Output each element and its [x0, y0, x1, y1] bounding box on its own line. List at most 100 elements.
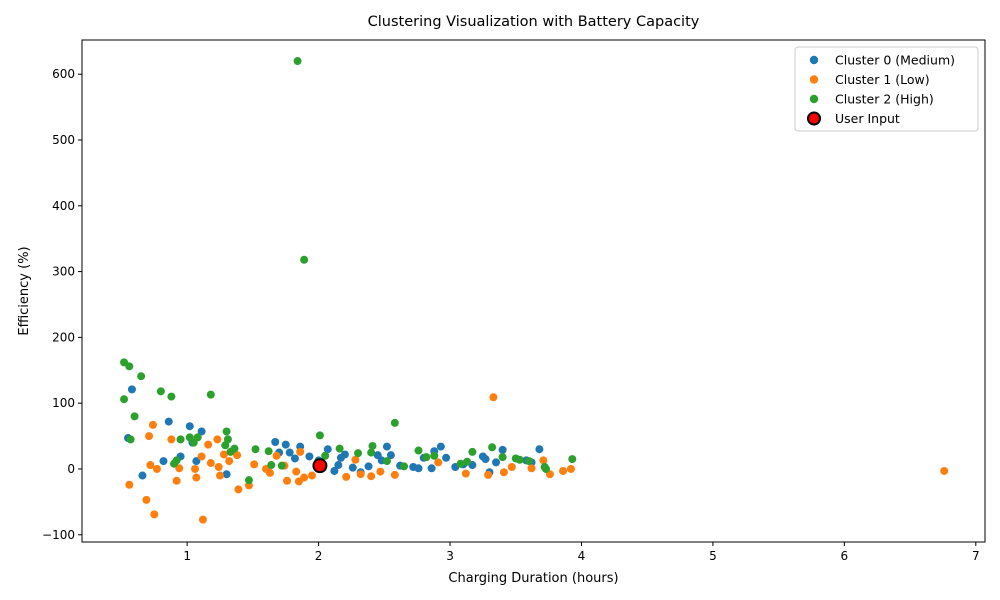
data-point — [222, 470, 231, 479]
data-point — [167, 392, 176, 401]
data-point — [354, 449, 363, 458]
data-point — [300, 255, 309, 264]
data-point — [364, 462, 373, 471]
data-point — [234, 485, 243, 494]
data-point — [296, 447, 305, 456]
data-point — [356, 470, 365, 479]
x-axis-label: Charging Duration (hours) — [448, 571, 618, 586]
data-point — [330, 466, 339, 475]
data-point — [368, 441, 377, 450]
data-point — [216, 471, 225, 480]
data-point — [488, 443, 497, 452]
data-point — [461, 469, 470, 478]
data-point — [198, 515, 207, 524]
data-point — [172, 456, 181, 465]
data-point — [142, 495, 151, 504]
data-point — [481, 455, 490, 464]
data-point — [130, 412, 139, 421]
x-tick-label: 2 — [315, 549, 323, 563]
x-tick-label: 5 — [709, 549, 717, 563]
y-tick-label: 100 — [52, 396, 75, 410]
data-point — [414, 464, 423, 473]
x-tick-label: 4 — [578, 549, 586, 563]
data-point — [156, 387, 165, 396]
legend-marker-0 — [809, 55, 819, 65]
data-point — [277, 461, 286, 470]
data-point — [251, 445, 260, 454]
y-tick-label: 300 — [52, 265, 75, 279]
data-point — [225, 457, 234, 466]
data-point — [164, 417, 173, 426]
plot-area: 1 2 3 4 5 6 7 −100 0 100 200 300 400 500 600 — [42, 39, 986, 563]
data-point — [233, 451, 242, 460]
data-point — [308, 471, 317, 480]
data-point — [126, 435, 135, 444]
data-point — [442, 453, 451, 462]
data-point — [152, 464, 161, 473]
y-tick-label: 500 — [52, 133, 75, 147]
data-point — [223, 435, 232, 444]
data-point — [120, 395, 129, 404]
data-point — [342, 472, 351, 481]
data-point — [430, 451, 439, 460]
data-point — [940, 466, 949, 475]
data-point — [222, 427, 231, 436]
legend-box — [794, 46, 979, 132]
data-point — [382, 442, 391, 451]
data-point — [206, 390, 215, 399]
data-point — [524, 457, 533, 466]
data-point — [436, 442, 445, 451]
data-point — [148, 420, 157, 429]
x-tick-label: 3 — [446, 549, 454, 563]
user-input-point — [312, 458, 328, 474]
data-point — [185, 422, 194, 431]
data-point — [414, 446, 423, 455]
data-point — [197, 452, 206, 461]
data-point — [192, 473, 201, 482]
legend-label-0: Cluster 0 (Medium) — [835, 53, 955, 68]
data-point — [127, 385, 136, 394]
data-point — [214, 463, 223, 471]
series-3 — [312, 458, 328, 474]
y-tick-label: −100 — [42, 528, 75, 542]
data-point — [175, 464, 184, 473]
legend-label-1: Cluster 1 (Low) — [835, 72, 930, 87]
data-point — [527, 464, 536, 473]
data-point — [172, 476, 181, 485]
data-point — [300, 473, 309, 482]
data-point — [348, 463, 357, 472]
data-point — [566, 464, 575, 473]
data-point — [321, 451, 330, 460]
data-point — [334, 461, 343, 470]
legend-label-2: Cluster 2 (High) — [835, 92, 934, 107]
data-point — [283, 476, 292, 485]
data-point — [367, 472, 376, 481]
data-point — [244, 476, 253, 485]
data-point — [292, 467, 301, 476]
data-point — [150, 510, 159, 519]
data-point — [541, 464, 550, 473]
data-point — [315, 431, 324, 440]
y-axis-label: Efficiency (%) — [17, 246, 32, 335]
data-point — [498, 453, 507, 462]
data-point — [272, 451, 281, 460]
legend-label-3: User Input — [835, 111, 900, 126]
data-point — [499, 468, 508, 477]
data-point — [230, 444, 239, 453]
data-point — [281, 440, 290, 449]
x-tick-label: 6 — [841, 549, 849, 563]
data-point — [137, 372, 146, 381]
data-point — [400, 462, 409, 471]
data-point — [390, 470, 399, 479]
data-point — [267, 461, 276, 470]
data-point — [125, 480, 134, 489]
y-tick-label: 0 — [67, 462, 75, 476]
data-point — [498, 445, 507, 454]
data-point — [367, 448, 376, 457]
data-point — [271, 437, 280, 446]
axes-frame — [81, 39, 986, 543]
series-1 — [125, 393, 949, 524]
data-point — [535, 445, 544, 454]
legend-marker-3 — [807, 111, 821, 126]
